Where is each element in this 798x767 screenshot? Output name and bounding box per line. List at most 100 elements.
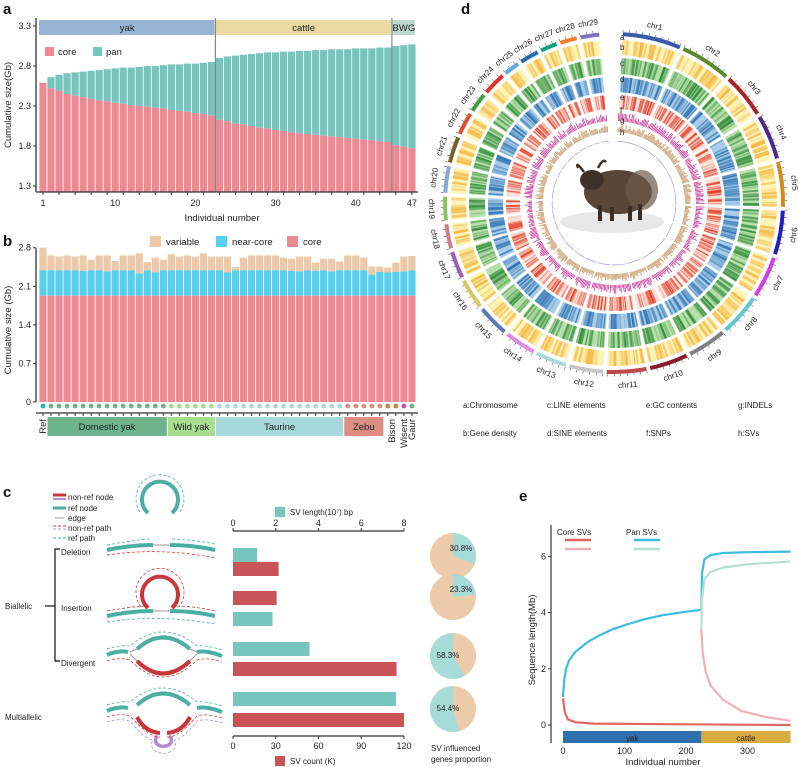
track-sine-elements-stripe [598,77,602,93]
track-snps-bar [542,156,546,159]
track-gene-density-stripe [451,207,467,210]
track-gc-contents-stripe [655,106,664,120]
track-gc-contents-stripe [689,258,701,268]
track-line-elements-stripe [479,251,496,260]
track-gene-density-stripe [478,109,493,121]
track-indels-bar [544,228,549,231]
track-gc-contents [609,295,635,311]
circos-legend-c: c:LINE elements [547,401,606,410]
track-sine-elements-stripe [488,200,504,202]
track-snps-bar [529,233,539,239]
track-gene-density-stripe [553,51,561,66]
track-line-elements-stripe [645,62,651,79]
track-indels-bar [677,233,685,238]
track-indels-bar [581,130,586,139]
track-gene-density-stripe [682,333,691,348]
track-sine-elements-stripe [491,227,507,233]
track-snps-bar [553,139,558,144]
track-indels-bar [550,241,555,245]
track-snps-bar [682,154,690,159]
track-indels-bar [571,262,577,270]
track-gc-contents-stripe [622,95,626,110]
track-snps-bar [678,253,682,257]
track-gc-contents-stripe [649,289,657,303]
track-line-elements-stripe [742,216,759,221]
track-sine-elements-stripe [718,162,734,169]
track-snps-bar [591,119,594,124]
track-line-elements-stripe [717,115,732,128]
track-line-elements-stripe [727,133,743,144]
track-snps-bar [620,113,622,122]
bar-core [384,295,392,402]
track-sine-elements-stripe [546,95,556,110]
track-gene-density-stripe [761,204,777,207]
track-gc-contents-stripe [632,97,638,112]
chromosome-tick [765,282,768,284]
track-sine-elements-stripe [506,261,521,271]
track-sine-elements-stripe [528,109,540,122]
chromosome-tick [551,41,553,44]
track-snps-bar [588,281,592,289]
track-snps-bar [668,263,672,267]
panel-label-a: a [3,1,12,18]
sample-dot-domestic-yak [96,403,102,409]
track-indels-bar [657,142,662,148]
track-sine-elements-stripe [548,94,558,108]
track-line-elements-stripe [522,89,535,103]
chromosome-arc-chr20 [443,165,451,193]
track-gc-contents-stripe [629,295,634,310]
track-line-elements-stripe [599,331,603,348]
track-line-elements-stripe [589,330,595,347]
track-sine-elements-stripe [575,82,581,98]
track-line-elements-stripe [732,145,748,153]
track-snps-bar [679,149,684,154]
track-line-elements-stripe [537,78,548,94]
bar-pan [368,48,376,141]
track-indels-bar [556,250,562,256]
track-line-elements-stripe [739,170,756,176]
track-indels-bar [569,141,574,146]
track-gc-contents-stripe [654,105,662,119]
track-gene-density-stripe [691,63,700,78]
track-line-elements-stripe [524,304,535,318]
track-gc-contents-stripe [639,293,644,308]
track-line-elements-stripe [695,302,707,316]
track-gene-density-stripe [460,252,475,259]
track-sine-elements-stripe [698,121,711,132]
legend-label-non-ref-node: non-ref node [68,493,114,502]
track-indels-bar [646,135,650,141]
track-sine-elements-stripe [545,296,555,310]
track-gc-contents-stripe [531,264,544,275]
legend-label-core: core [58,47,76,58]
track-gene-density-stripe [474,278,489,289]
track-indels-bar [538,221,546,225]
track-line-elements-stripe [710,106,724,119]
track-gc-contents-stripe [707,209,722,212]
track-indels-bar [585,268,588,273]
chromosome-tick [729,329,732,332]
track-gene-density-stripe [674,337,683,352]
track-sine-elements-stripe [678,292,689,306]
track-gc-contents-stripe [587,294,592,308]
track-snps-bar [548,258,554,263]
chromosome-tick [761,114,764,117]
track-snps-bar [691,230,696,233]
track-gc-contents-stripe [568,104,575,118]
circos-legend-a: a:Chromosome [463,401,518,410]
track-indels-bar [684,212,689,214]
track-gc-contents-stripe [507,184,522,189]
bar-core [183,111,191,192]
track-gene-density-stripe [639,348,645,364]
track-indels-bar [541,220,546,223]
track-gc-contents-stripe [697,244,711,253]
chromosome-arc-chr27 [540,42,558,53]
track-snps-bar [690,232,694,235]
chromosome-tick [472,301,475,304]
track-sine-elements-stripe [496,242,511,250]
track-gene-density-stripe [567,46,574,62]
bar-pan [296,50,304,134]
bar-variable [143,262,151,271]
chromosome-label: chr8 [742,315,759,333]
track-gc-contents-stripe [660,284,669,297]
track-gc-contents-stripe [539,123,551,135]
